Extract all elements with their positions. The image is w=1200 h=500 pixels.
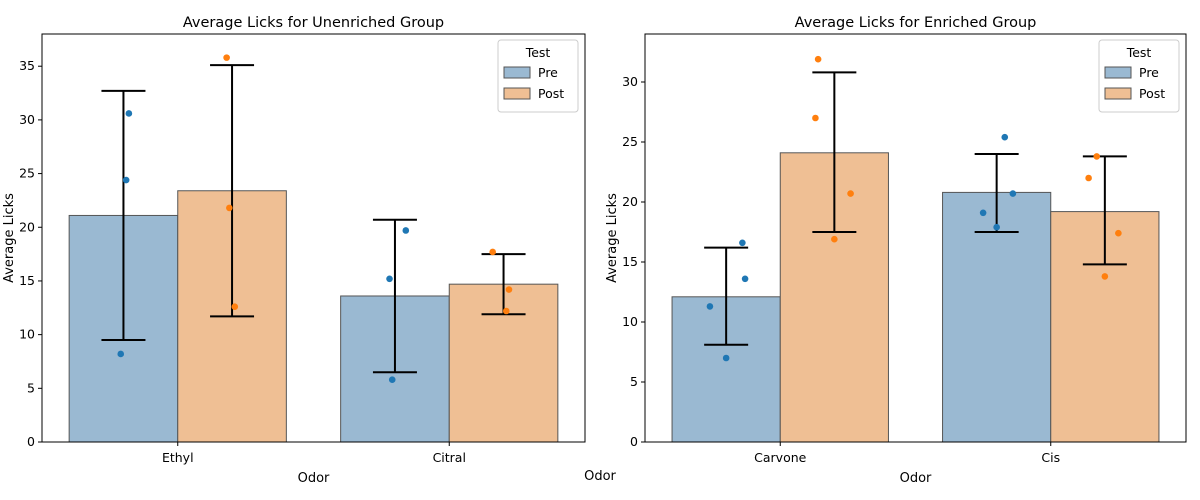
- data-point-post: [505, 286, 513, 293]
- legend-label-pre: Pre: [538, 65, 558, 80]
- data-point-pre: [1001, 133, 1009, 141]
- y-tick-label: 5: [630, 374, 638, 389]
- legend-swatch-pre: [1104, 66, 1132, 79]
- data-point-post: [812, 114, 819, 122]
- data-point-post: [847, 190, 854, 197]
- data-point-post: [1085, 174, 1092, 182]
- x-tick-label: Cis: [1041, 450, 1060, 465]
- y-tick-label: 0: [630, 434, 638, 449]
- y-tick-label: 15: [19, 273, 35, 288]
- legend-label-post: Post: [1139, 86, 1165, 101]
- data-point-pre: [1009, 190, 1017, 197]
- legend: Test Pre Post: [497, 39, 579, 113]
- data-point-post: [502, 307, 510, 315]
- chart-panel-1: 0 5 10 15 20 25 30 35 Ethyl Citral Average Licks f…: [2, 15, 586, 486]
- data-point-post: [231, 303, 239, 311]
- plot-area-frame: [41, 33, 586, 443]
- data-point-pre: [117, 350, 125, 358]
- y-axis-label: Average Licks: [2, 193, 17, 283]
- x-axis-label: Odor: [900, 471, 932, 486]
- y-axis-label: Average Licks: [605, 193, 620, 283]
- chart-title: Average Licks for Unenriched Group: [183, 15, 444, 31]
- data-point-pre: [739, 239, 746, 247]
- data-point-post: [831, 235, 838, 243]
- legend: Test Pre Post: [1098, 39, 1180, 113]
- y-tick-label: 25: [19, 166, 35, 181]
- plot-area-frame: [644, 33, 1187, 443]
- legend-swatch-post: [503, 87, 531, 100]
- data-point-pre: [979, 209, 987, 217]
- data-point-pre: [706, 303, 714, 310]
- data-point-pre: [402, 227, 410, 234]
- data-point-pre: [125, 110, 133, 117]
- legend-swatch-pre: [503, 66, 531, 79]
- legend-title: Test: [525, 45, 551, 60]
- legend-label-post: Post: [538, 86, 564, 101]
- shared-xlabel: Odor: [584, 469, 616, 484]
- data-point-pre: [722, 354, 730, 362]
- data-point-pre: [386, 275, 393, 283]
- y-tick-label: 20: [19, 219, 35, 234]
- y-tick-label: 30: [19, 112, 35, 127]
- data-point-post: [1115, 229, 1122, 237]
- data-point-pre: [993, 223, 1000, 231]
- bar-pre-cis: [942, 191, 1052, 443]
- y-tick-label: 20: [622, 194, 638, 209]
- legend-swatch-post: [1104, 87, 1132, 100]
- x-tick-label: Citral: [433, 450, 466, 465]
- data-point-pre: [741, 275, 749, 283]
- chart-panel-2: 0 5 10 15 20 25 30 Carvone Cis Average Licks for …: [605, 15, 1187, 486]
- y-tick-label: 15: [622, 254, 638, 269]
- data-point-pre: [388, 376, 396, 384]
- data-point-post: [223, 54, 230, 61]
- data-point-post: [814, 55, 822, 63]
- y-tick-label: 30: [622, 74, 638, 89]
- x-axis-label: Odor: [298, 471, 330, 486]
- y-tick-label: 10: [19, 327, 35, 342]
- y-tick-label: 10: [622, 314, 638, 329]
- x-tick-label: Carvone: [754, 450, 806, 465]
- legend-label-pre: Pre: [1139, 65, 1159, 80]
- data-point-post: [1101, 273, 1109, 280]
- y-tick-label: 35: [19, 58, 35, 73]
- y-tick-label: 0: [27, 434, 35, 449]
- data-point-post: [489, 248, 496, 256]
- y-tick-label: 25: [622, 134, 638, 149]
- bar-post-cis: [1050, 211, 1160, 443]
- chart-title: Average Licks for Enriched Group: [795, 15, 1037, 31]
- data-point-pre: [122, 176, 130, 184]
- y-tick-label: 5: [27, 380, 35, 395]
- legend-title: Test: [1126, 45, 1152, 60]
- data-point-post: [226, 204, 233, 212]
- data-point-post: [1093, 153, 1101, 160]
- x-tick-label: Ethyl: [162, 450, 194, 465]
